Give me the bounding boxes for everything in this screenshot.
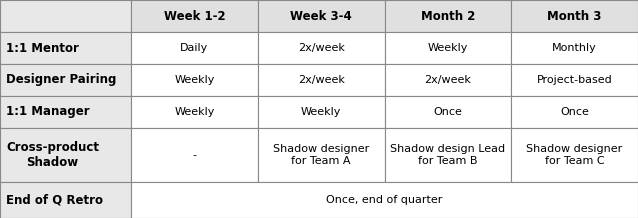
Text: Shadow design Lead
for Team B: Shadow design Lead for Team B (390, 144, 505, 166)
Bar (0, 64, 131, 96)
Text: 2x/week: 2x/week (298, 75, 345, 85)
Bar (258, 128, 385, 182)
Text: 1:1 Mentor: 1:1 Mentor (6, 41, 79, 54)
Bar (258, 96, 385, 128)
Text: Daily: Daily (181, 43, 209, 53)
Bar (0, 182, 131, 218)
Text: Project-based: Project-based (537, 75, 612, 85)
Text: Month 2: Month 2 (420, 10, 475, 22)
Bar (0, 96, 131, 128)
Text: Weekly: Weekly (174, 75, 214, 85)
Text: Once: Once (560, 107, 589, 117)
Bar (0, 128, 131, 182)
Bar (385, 32, 511, 64)
Text: Monthly: Monthly (553, 43, 597, 53)
Bar (511, 32, 638, 64)
Bar (131, 96, 258, 128)
Text: Weekly: Weekly (427, 43, 468, 53)
Text: Once: Once (433, 107, 463, 117)
Text: Month 3: Month 3 (547, 10, 602, 22)
Bar (258, 32, 385, 64)
Bar (258, 64, 385, 96)
Bar (511, 96, 638, 128)
Bar (385, 96, 511, 128)
Text: Week 3-4: Week 3-4 (290, 10, 352, 22)
Bar (131, 182, 638, 218)
Text: Weekly: Weekly (174, 107, 214, 117)
Text: Weekly: Weekly (301, 107, 341, 117)
Bar (131, 128, 258, 182)
Text: Week 1-2: Week 1-2 (163, 10, 225, 22)
Text: End of Q Retro: End of Q Retro (6, 194, 103, 206)
Text: 1:1 Manager: 1:1 Manager (6, 106, 89, 119)
Text: 2x/week: 2x/week (298, 43, 345, 53)
Bar (131, 64, 258, 96)
Text: Designer Pairing: Designer Pairing (6, 73, 116, 87)
Text: 2x/week: 2x/week (424, 75, 471, 85)
Bar (385, 64, 511, 96)
Bar (511, 64, 638, 96)
Bar (258, 0, 385, 32)
Bar (385, 128, 511, 182)
Bar (0, 0, 131, 32)
Text: -: - (193, 150, 197, 160)
Text: Cross-product
Shadow: Cross-product Shadow (6, 140, 99, 170)
Bar (385, 0, 511, 32)
Bar (0, 32, 131, 64)
Text: Once, end of quarter: Once, end of quarter (326, 195, 443, 205)
Bar (511, 0, 638, 32)
Bar (511, 128, 638, 182)
Bar (131, 0, 258, 32)
Text: Shadow designer
for Team A: Shadow designer for Team A (273, 144, 369, 166)
Bar (131, 32, 258, 64)
Text: Shadow designer
for Team C: Shadow designer for Team C (526, 144, 623, 166)
